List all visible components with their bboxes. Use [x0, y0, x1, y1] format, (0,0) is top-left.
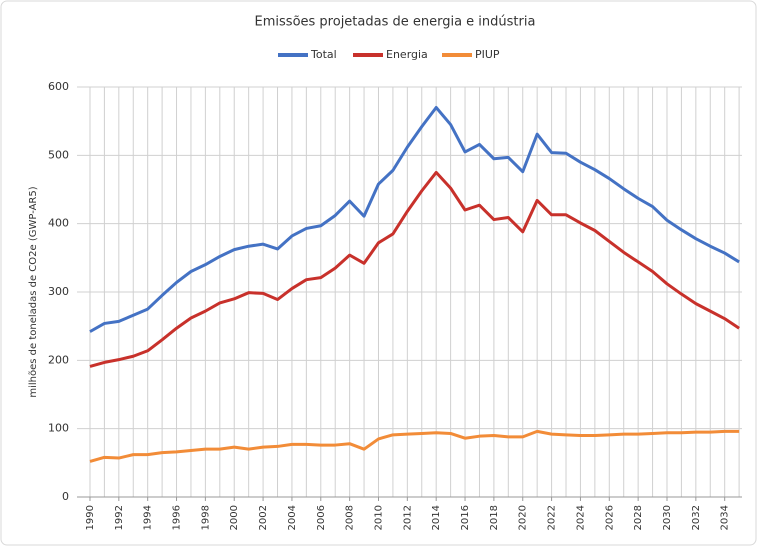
legend-label: Energia [386, 48, 428, 61]
y-tick-label: 300 [48, 285, 69, 298]
y-tick-label: 200 [48, 353, 69, 366]
y-tick-label: 500 [48, 148, 69, 161]
x-tick-label: 2022 [547, 505, 558, 530]
x-tick-label: 2032 [691, 505, 702, 530]
x-tick-label: 2018 [489, 505, 500, 530]
x-tick-label: 1990 [85, 505, 96, 530]
x-tick-label: 2000 [229, 505, 240, 530]
y-tick-label: 400 [48, 217, 69, 230]
x-tick-label: 2006 [316, 505, 327, 530]
x-tick-label: 1992 [114, 505, 125, 530]
y-tick-label: 600 [48, 80, 69, 93]
x-tick-label: 2016 [460, 505, 471, 530]
x-tick-label: 2030 [662, 505, 673, 530]
x-tick-label: 1998 [200, 505, 211, 530]
line-series [89, 170, 740, 368]
x-tick-label: 2026 [604, 505, 615, 530]
y-tick-label: 100 [48, 422, 69, 435]
x-tick-label: 2020 [518, 505, 529, 530]
line-series [89, 106, 740, 333]
x-tick-label: 2012 [402, 505, 413, 530]
x-tick-label: 2028 [633, 505, 644, 530]
y-axis-label: milhões de toneladas de CO2e (GWP-AR5) [28, 186, 39, 397]
y-tick-label: 0 [62, 490, 69, 503]
line-series [89, 429, 740, 463]
x-tick-label: 2010 [373, 505, 384, 530]
x-tick-label: 1996 [172, 505, 183, 530]
x-tick-label: 2004 [287, 505, 298, 530]
x-tick-label: 2024 [575, 505, 586, 530]
x-tick-label: 2002 [258, 505, 269, 530]
chart-title: Emissões projetadas de energia e indústr… [255, 15, 536, 30]
legend-label: Total [310, 48, 337, 61]
x-tick-label: 1994 [143, 505, 154, 530]
x-tick-label: 2008 [345, 505, 356, 530]
x-tick-label: 2014 [431, 505, 442, 530]
x-tick-label: 2034 [720, 505, 731, 530]
legend-label: PIUP [475, 48, 500, 61]
